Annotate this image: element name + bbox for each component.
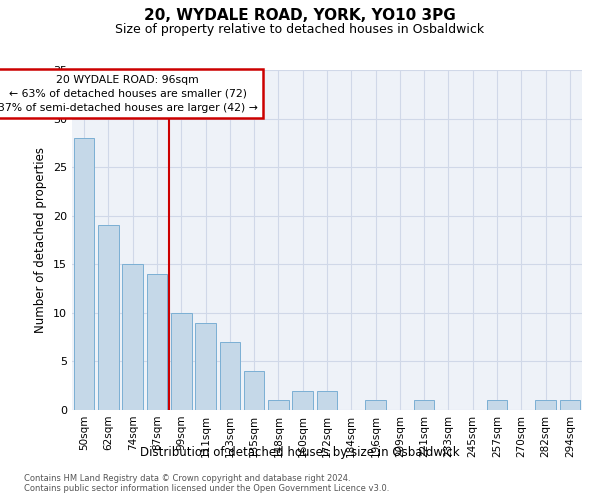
Bar [560,400,580,410]
Bar [74,138,94,410]
Bar [171,313,191,410]
Text: 20, WYDALE ROAD, YORK, YO10 3PG: 20, WYDALE ROAD, YORK, YO10 3PG [144,8,456,22]
Bar [365,400,386,410]
Bar [195,322,216,410]
Bar [317,390,337,410]
Bar [122,264,143,410]
Text: Distribution of detached houses by size in Osbaldwick: Distribution of detached houses by size … [140,446,460,459]
Bar [268,400,289,410]
Bar [98,226,119,410]
Text: Size of property relative to detached houses in Osbaldwick: Size of property relative to detached ho… [115,22,485,36]
Bar [487,400,508,410]
Bar [414,400,434,410]
Bar [220,342,240,410]
Text: 20 WYDALE ROAD: 96sqm
← 63% of detached houses are smaller (72)
37% of semi-deta: 20 WYDALE ROAD: 96sqm ← 63% of detached … [0,75,258,113]
Bar [535,400,556,410]
Y-axis label: Number of detached properties: Number of detached properties [34,147,47,333]
Bar [244,371,265,410]
Text: Contains HM Land Registry data © Crown copyright and database right 2024.: Contains HM Land Registry data © Crown c… [24,474,350,483]
Bar [292,390,313,410]
Text: Contains public sector information licensed under the Open Government Licence v3: Contains public sector information licen… [24,484,389,493]
Bar [146,274,167,410]
